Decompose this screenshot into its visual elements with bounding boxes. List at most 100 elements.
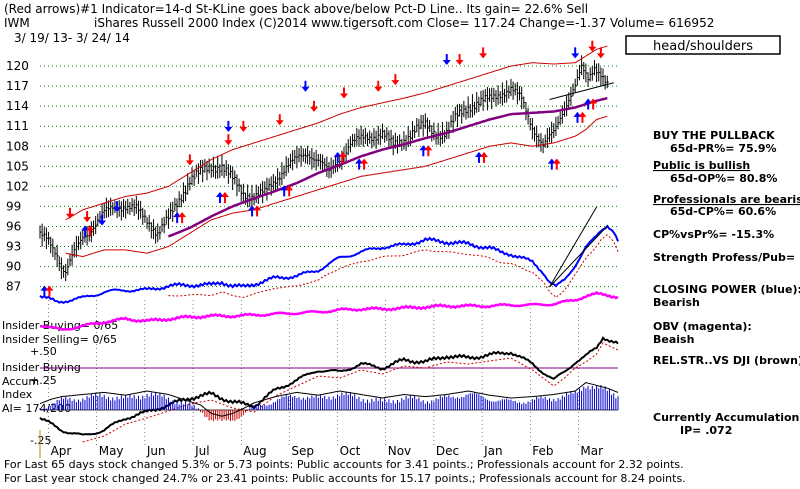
side-note: IP= .072 — [680, 424, 732, 437]
index-label: Index — [2, 388, 33, 401]
side-note: Beaish — [653, 333, 694, 346]
blue-sell-arrow-head — [224, 126, 233, 132]
footer-line1: For Last 65 days stock changed 5.3% or 5… — [4, 458, 684, 471]
month-label: Apr — [51, 444, 72, 458]
insider-selling-count: Insider Selling= 0/65 — [2, 333, 117, 346]
sell-arrow-head — [596, 53, 605, 59]
buy-arrow-head — [248, 205, 257, 211]
sell-arrow — [455, 54, 464, 66]
sell-arrow-head — [339, 93, 348, 99]
buy-arrow-red-head — [338, 151, 347, 157]
buy-arrow-red-head — [220, 192, 229, 198]
y-tick-label: 99 — [6, 199, 21, 213]
obv-line — [39, 290, 619, 331]
minus25-label: -.25 — [30, 434, 51, 447]
sell-arrow-head — [275, 120, 284, 126]
blue-sell-arrow — [113, 201, 122, 213]
buy-arrow-red-head — [45, 285, 54, 291]
side-note: CLOSING POWER (blue): — [653, 283, 800, 296]
cp-trendline-1 — [549, 206, 598, 288]
sell-arrow-head — [310, 106, 319, 112]
sell-arrow-head — [374, 86, 383, 92]
side-note: 65d-CP%= 60.6% — [670, 205, 776, 218]
month-label: Nov — [388, 444, 411, 458]
blue-sell-arrow-head — [301, 86, 310, 92]
sell-arrow-head — [65, 213, 74, 219]
buy-arrow-red — [178, 212, 187, 224]
buy-arrow-red — [253, 205, 262, 217]
buy-arrow-red-head — [178, 212, 187, 218]
cp-trendline-2 — [549, 225, 608, 288]
footer-line2: For Last year stock changed 24.7% or 23.… — [4, 472, 686, 485]
blue-sell-arrow — [442, 54, 451, 66]
month-axis: Apr May Jun Jul Aug Sep Oct Nov Dec Jan Feb Mar — [48, 300, 603, 458]
buy-arrow-red — [285, 185, 294, 197]
lower-band — [65, 115, 608, 258]
buy-arrow-red — [360, 158, 369, 170]
buy-arrow-red — [86, 225, 95, 237]
buy-arrow-red — [479, 151, 488, 163]
month-label: Mar — [580, 444, 603, 458]
closing-power-ma — [168, 234, 619, 299]
y-tick-label: 120 — [6, 59, 29, 73]
sell-arrow — [185, 154, 194, 166]
sell-arrow — [310, 100, 319, 112]
y-tick-label: 105 — [6, 159, 29, 173]
blue-sell-arrow — [224, 120, 233, 132]
neckline — [549, 82, 614, 100]
blue-sell-arrow — [98, 214, 107, 226]
sell-arrow-head — [224, 140, 233, 146]
sell-arrow — [339, 87, 348, 99]
security-info: iShares Russell 2000 Index (C)2014 www.t… — [94, 16, 714, 30]
symbol-label: IWM — [4, 16, 30, 30]
sell-arrow — [83, 211, 92, 223]
month-label: May — [99, 444, 124, 458]
pattern-label: head/shoulders — [653, 39, 753, 54]
side-note: BUY THE PULLBACK — [653, 129, 775, 142]
buy-arrow-red — [220, 192, 229, 204]
blue-sell-arrow — [301, 80, 310, 92]
buy-arrow-red-head — [424, 145, 433, 151]
y-tick-label: 108 — [6, 139, 29, 153]
sell-arrow-head — [185, 160, 194, 166]
blue-sell-arrow — [571, 47, 580, 59]
month-label: Oct — [340, 444, 361, 458]
accum-ma — [39, 382, 619, 417]
buy-arrow-red — [589, 98, 598, 110]
pattern-box — [625, 35, 781, 55]
buy-arrow-red-head — [552, 158, 561, 164]
sell-arrow — [224, 134, 233, 146]
plus50-label: +.50 — [30, 345, 57, 358]
side-note: Bearish — [653, 296, 700, 309]
side-note: 65d-OP%= 80.8% — [670, 172, 777, 185]
sell-arrow — [239, 120, 248, 132]
y-tick-label: 102 — [6, 179, 29, 193]
buy-arrow-red — [578, 111, 587, 123]
plus25-label: +.25 — [30, 374, 57, 387]
buy-arrow-red-head — [253, 205, 262, 211]
y-tick-label: 117 — [6, 79, 29, 93]
month-label: Dec — [436, 444, 459, 458]
sell-arrow — [65, 207, 74, 219]
sell-arrow-head — [239, 126, 248, 132]
month-label: Jan — [483, 444, 503, 458]
side-note: Strength Profess/Pub= .7 — [653, 251, 800, 264]
month-label: Sep — [291, 444, 314, 458]
price-axis-ticks: 120 117 114 111 108 105 102 99 96 93 90 87 — [6, 59, 29, 294]
buy-arrow-red — [45, 285, 54, 297]
sell-arrow — [275, 114, 284, 126]
sell-arrow-head — [391, 80, 400, 86]
buy-arrow-red-head — [360, 158, 369, 164]
ai-value: AI= 174/200 — [2, 402, 71, 415]
sell-arrow-head — [588, 46, 597, 52]
y-tick-label: 111 — [6, 119, 29, 133]
sell-arrow — [391, 74, 400, 86]
y-tick-label: 93 — [6, 240, 21, 254]
sell-arrow-head — [455, 60, 464, 66]
y-tick-label: 114 — [6, 99, 29, 113]
blue-sell-arrow-head — [442, 60, 451, 66]
month-label: Jun — [146, 444, 166, 458]
buy-arrow-red — [424, 145, 433, 157]
buy-arrow-red-head — [285, 185, 294, 191]
